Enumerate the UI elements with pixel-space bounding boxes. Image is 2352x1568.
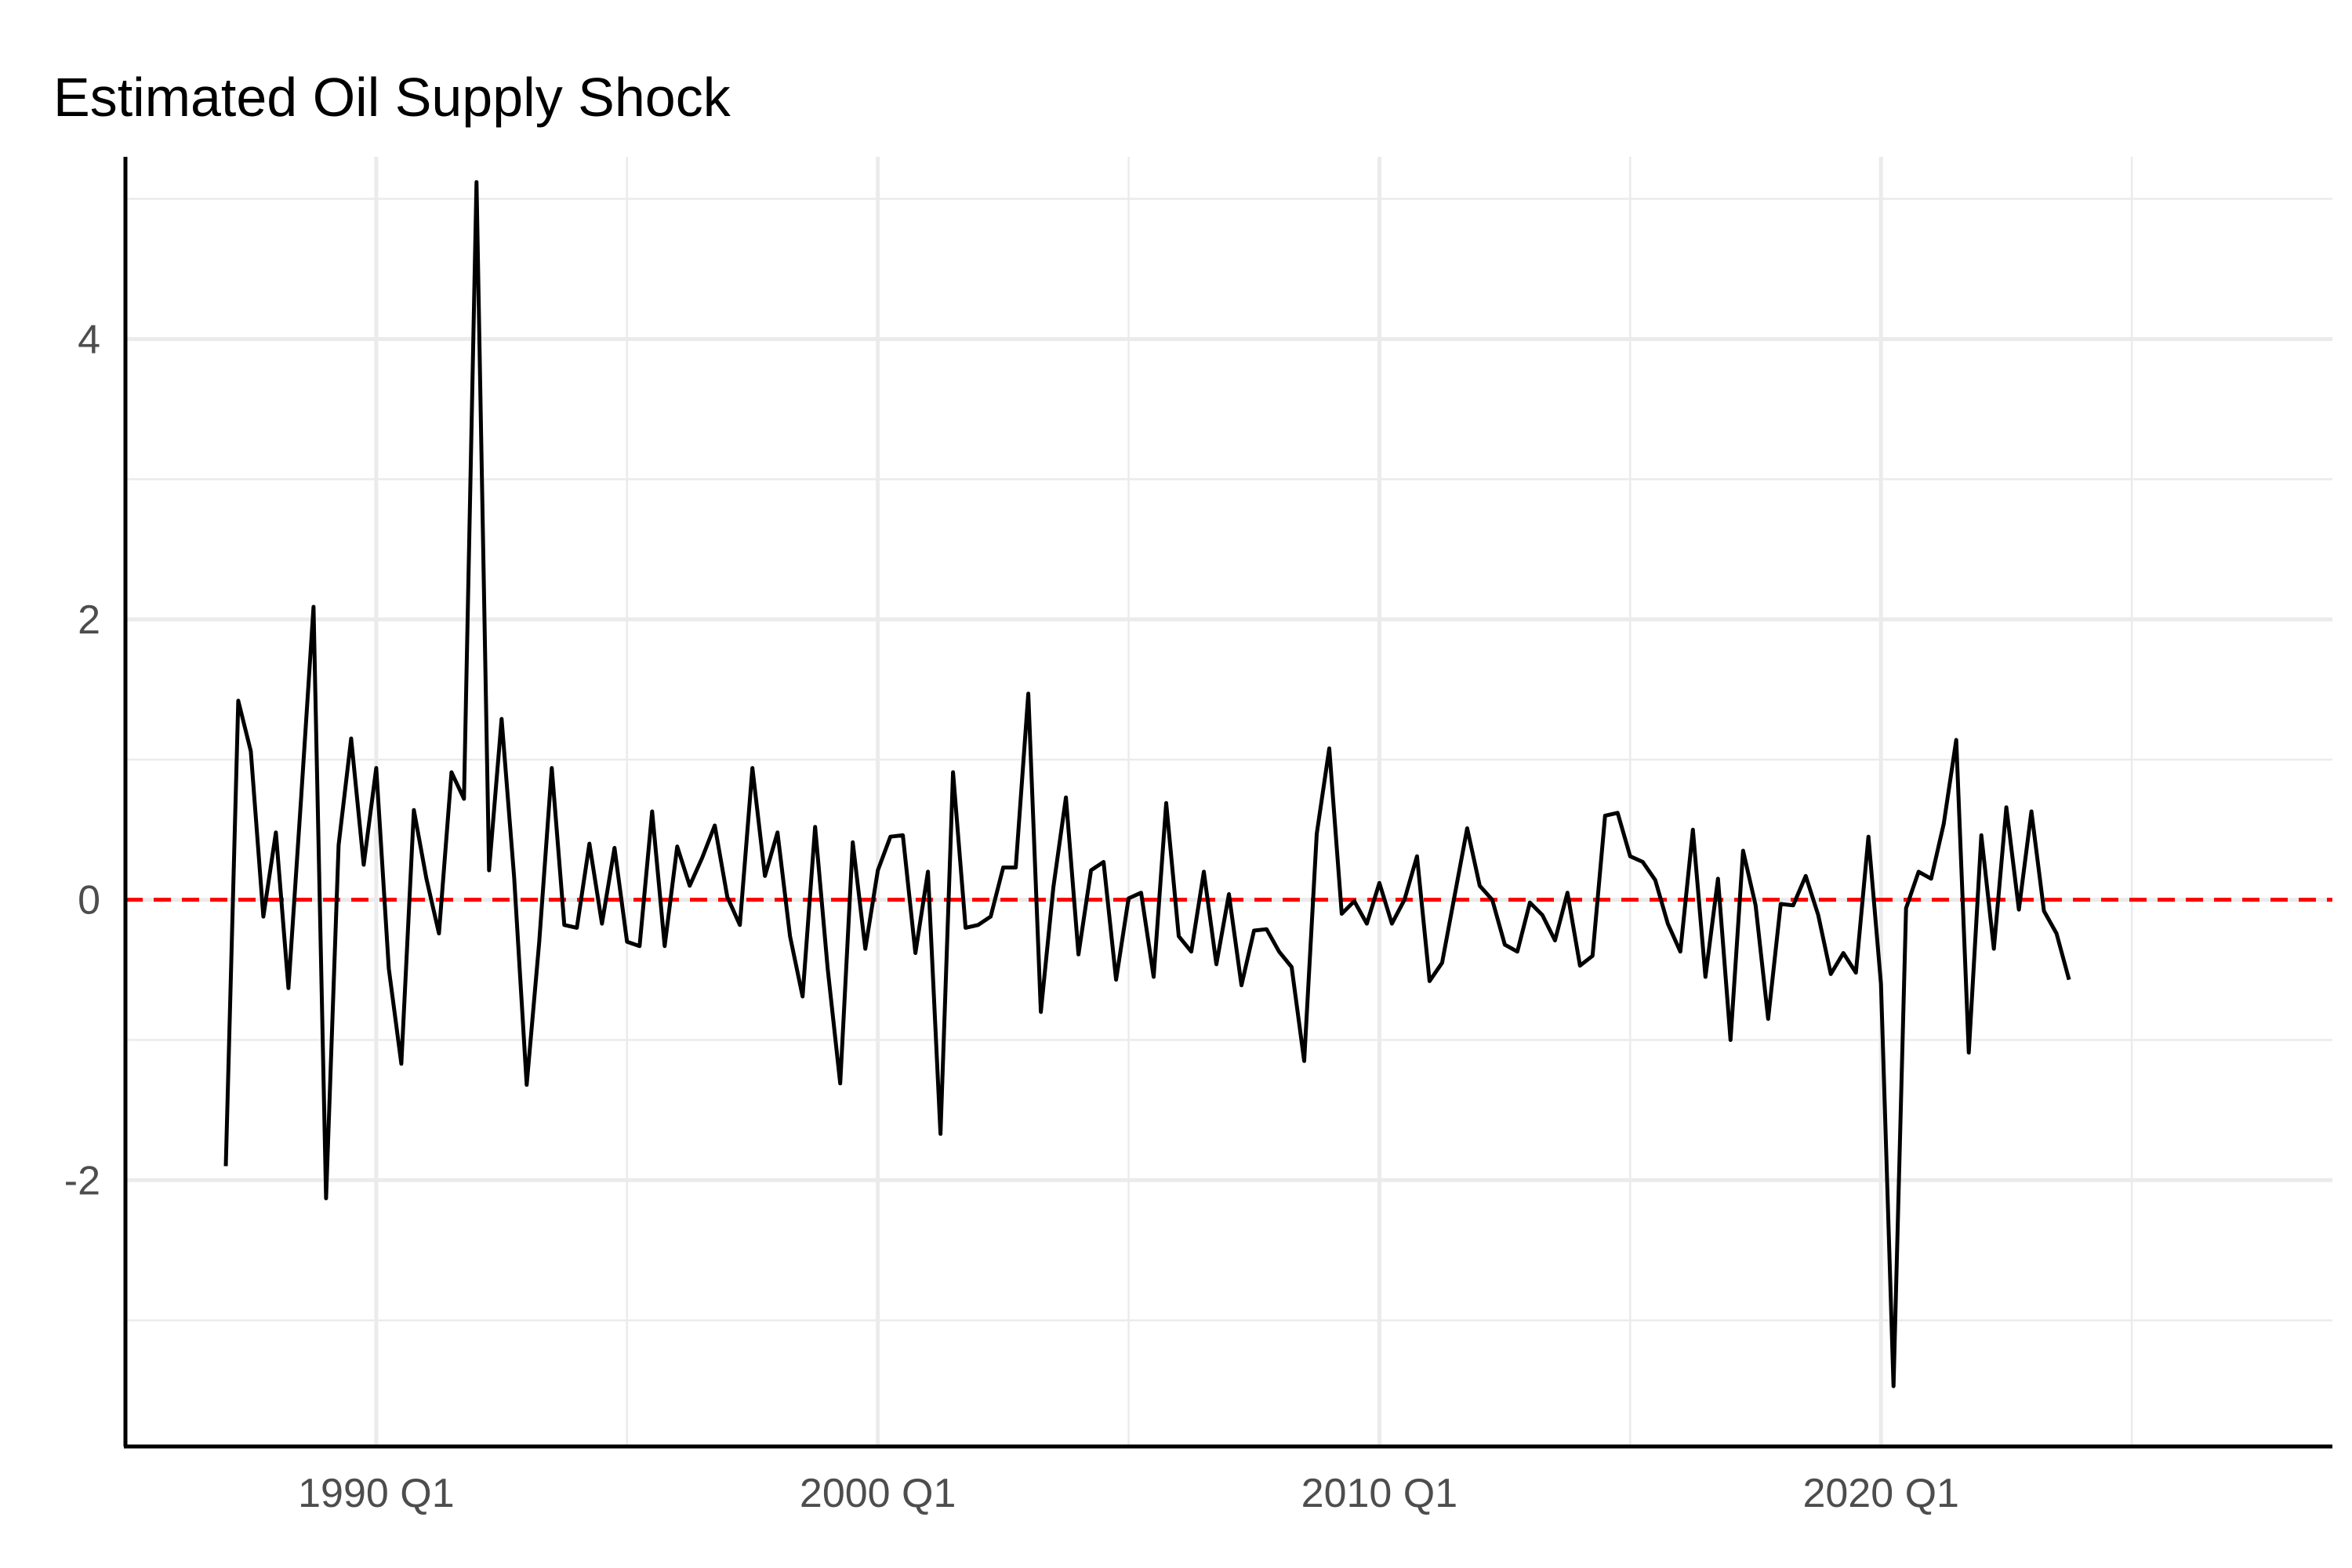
- y-tick-label: 2: [78, 597, 100, 643]
- x-tick-label: 1990 Q1: [298, 1471, 455, 1516]
- x-tick-label: 2000 Q1: [800, 1471, 956, 1516]
- y-tick-label: -2: [64, 1158, 100, 1203]
- series-group: [223, 180, 2071, 1388]
- chart-title: Estimated Oil Supply Shock: [53, 67, 731, 128]
- axes: [123, 157, 2332, 1449]
- y-tick-label: 0: [78, 878, 100, 924]
- gridlines: [125, 157, 2332, 1446]
- y-axis-ticks: -2 0 2 4: [64, 317, 100, 1203]
- x-axis-ticks: 1990 Q1 2000 Q1 2010 Q1 2020 Q1: [298, 1471, 1959, 1516]
- y-tick-label: 4: [78, 317, 100, 362]
- series-line: [223, 180, 2071, 1388]
- x-tick-label: 2010 Q1: [1301, 1471, 1458, 1516]
- x-tick-label: 2020 Q1: [1802, 1471, 1959, 1516]
